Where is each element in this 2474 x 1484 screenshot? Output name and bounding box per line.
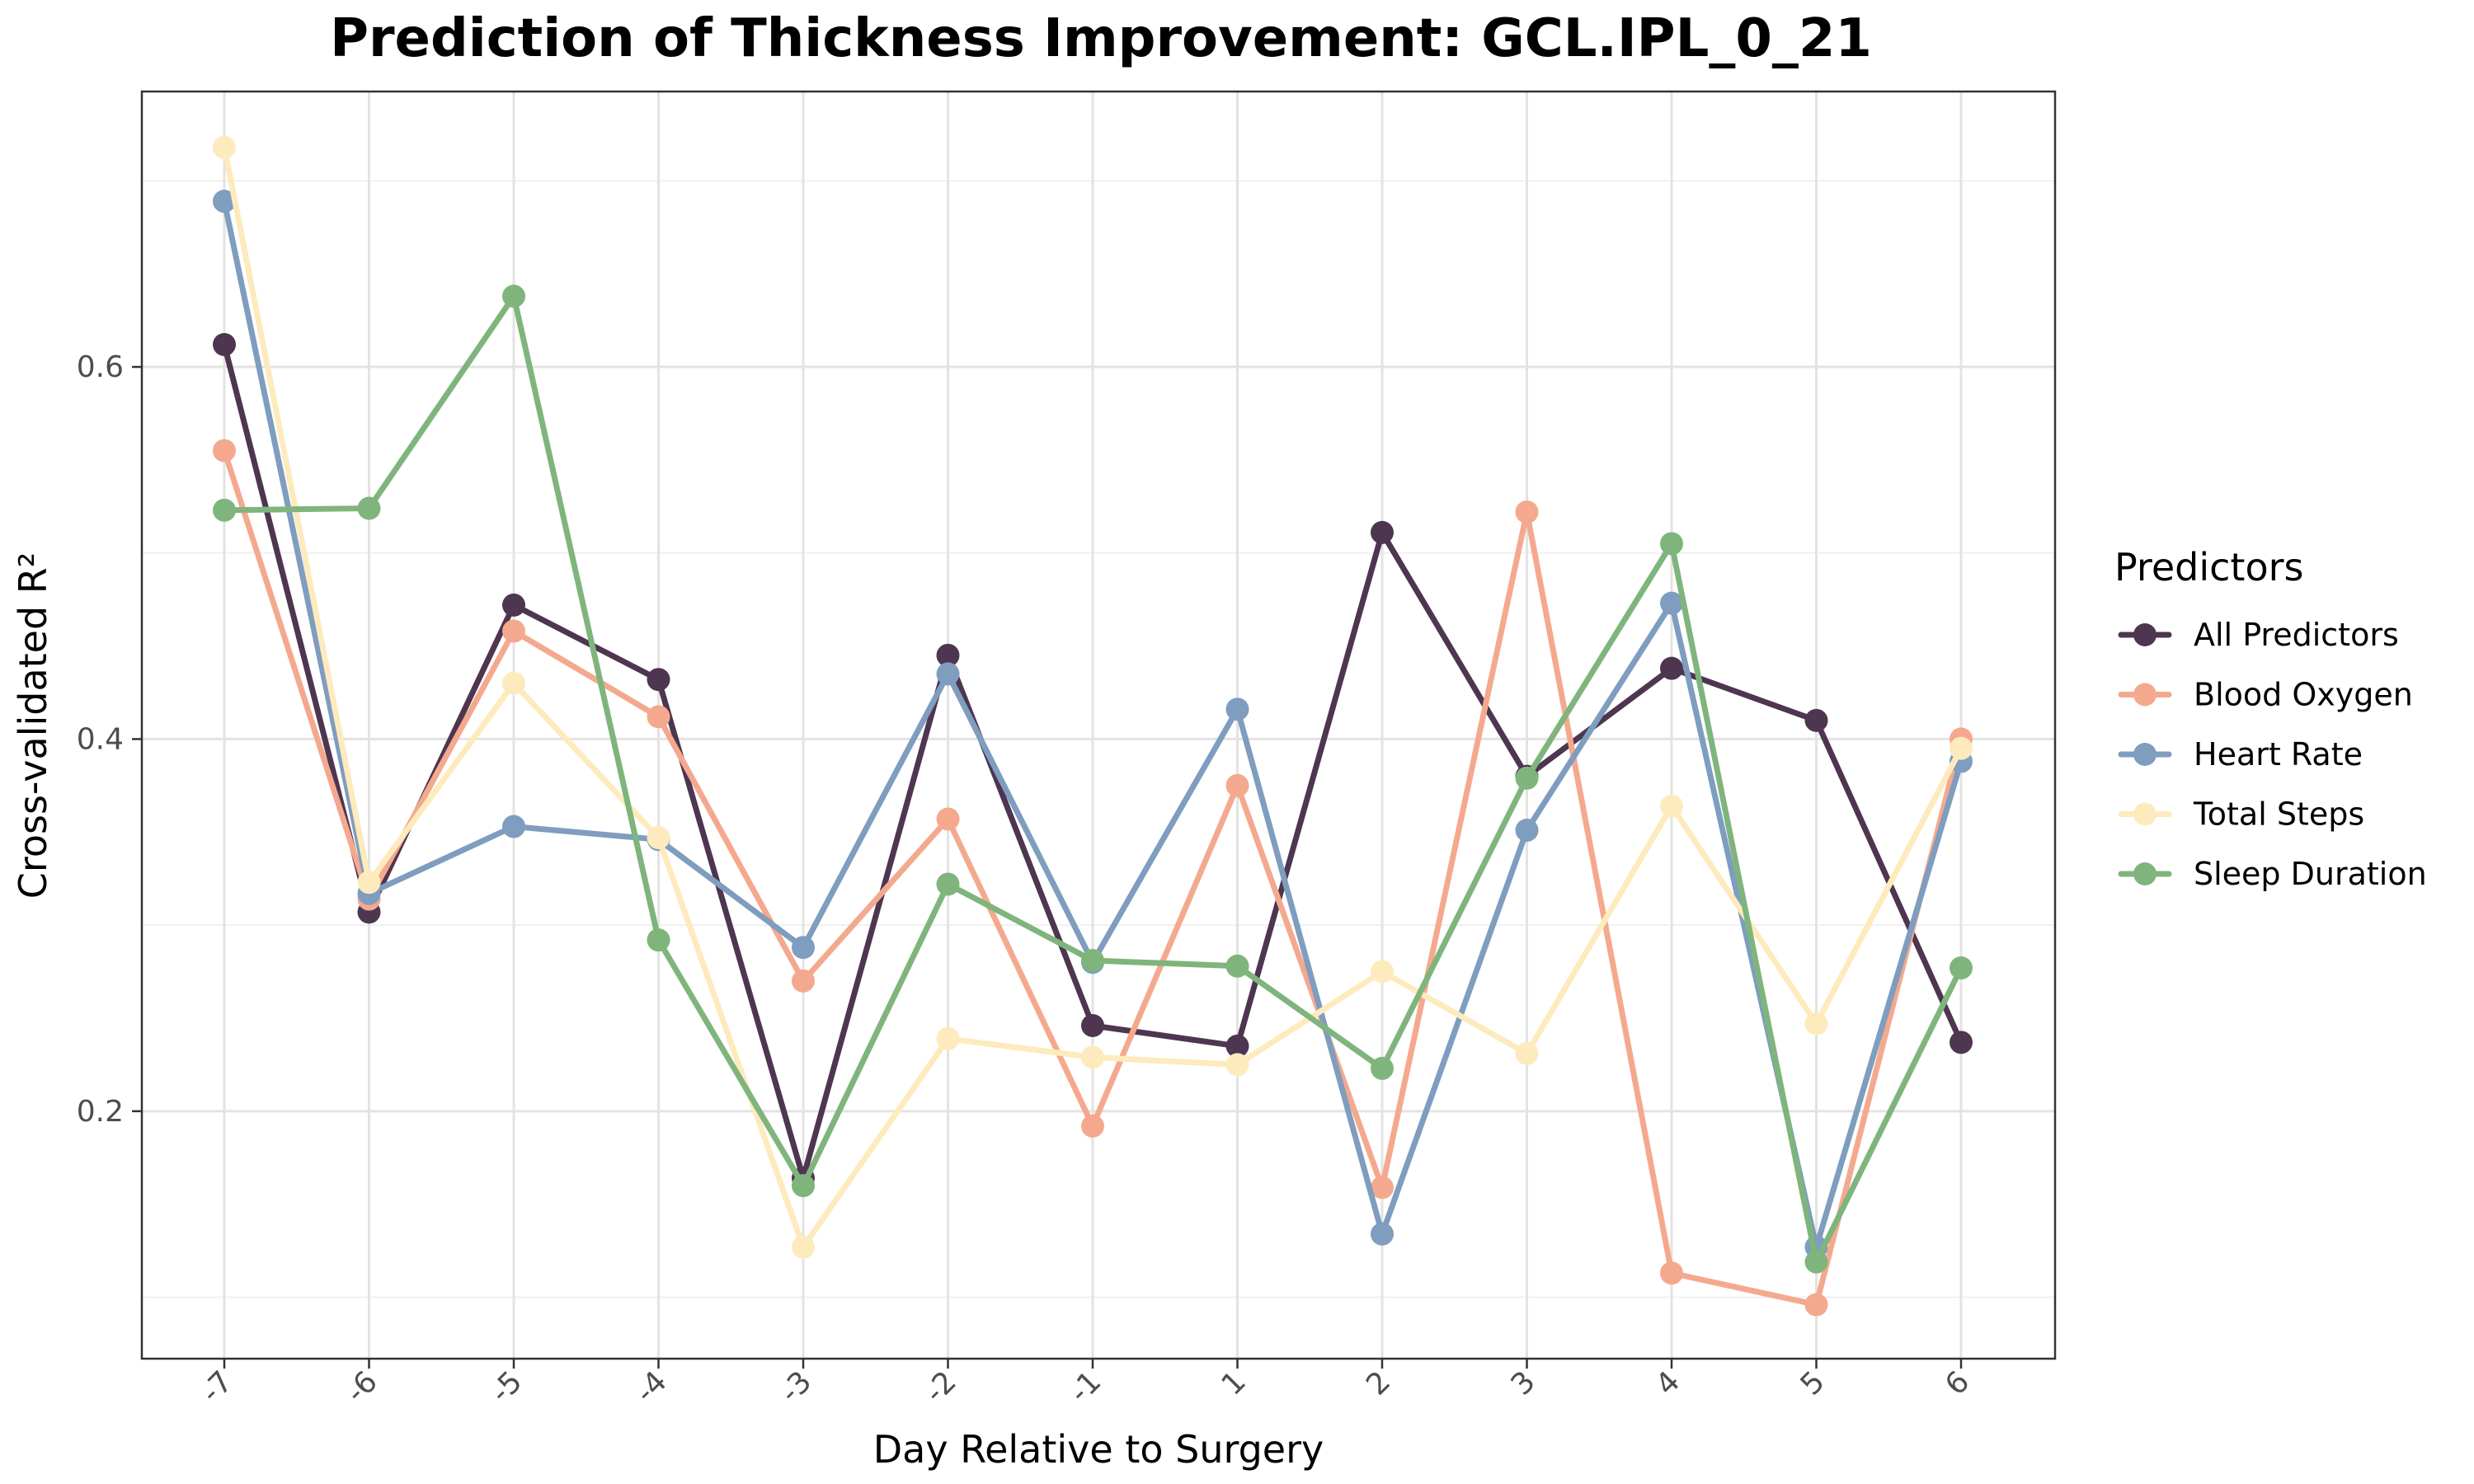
data-point-sleep-duration [1081, 949, 1104, 973]
data-point-total-steps [1371, 960, 1394, 984]
legend-marker-all-predictors [2133, 623, 2157, 646]
data-point-all-predictors [1225, 1034, 1249, 1058]
data-point-heart-rate [502, 815, 525, 838]
data-point-all-predictors [1371, 520, 1394, 544]
data-point-sleep-duration [1225, 954, 1249, 978]
data-point-sleep-duration [213, 498, 236, 522]
data-point-all-predictors [936, 643, 960, 667]
data-point-heart-rate [1660, 591, 1683, 615]
data-point-total-steps [502, 671, 525, 695]
data-point-total-steps [1804, 1012, 1828, 1036]
data-point-sleep-duration [502, 284, 525, 308]
data-point-all-predictors [1804, 708, 1828, 732]
data-point-sleep-duration [1515, 766, 1539, 790]
data-point-total-steps [1660, 794, 1683, 818]
legend-marker-blood-oxygen [2133, 683, 2157, 707]
data-point-heart-rate [792, 936, 815, 960]
data-point-total-steps [1225, 1053, 1249, 1077]
data-point-heart-rate [1371, 1222, 1394, 1246]
legend-label-sleep-duration: Sleep Duration [2194, 856, 2427, 892]
plot-panel-border [140, 90, 2057, 1360]
data-point-blood-oxygen [1371, 1176, 1394, 1200]
data-point-total-steps [213, 135, 236, 159]
data-point-sleep-duration [1804, 1250, 1828, 1274]
data-point-all-predictors [502, 593, 525, 617]
data-point-blood-oxygen [647, 705, 670, 729]
data-point-total-steps [1950, 736, 1973, 760]
legend-marker-heart-rate [2133, 743, 2157, 766]
legend-marker-sleep-duration [2133, 862, 2157, 885]
data-point-sleep-duration [1950, 956, 1973, 980]
data-point-sleep-duration [1371, 1056, 1394, 1080]
legend-label-heart-rate: Heart Rate [2194, 736, 2363, 773]
data-point-all-predictors [213, 332, 236, 356]
data-point-blood-oxygen [502, 619, 525, 643]
series-lines [213, 135, 1973, 1317]
data-point-total-steps [1081, 1045, 1104, 1069]
series-all-predictors [213, 332, 1973, 1190]
y-axis-title: Cross-validated R² [11, 552, 55, 899]
data-point-sleep-duration [1660, 532, 1683, 556]
data-point-blood-oxygen [1515, 500, 1539, 524]
series-total-steps [213, 135, 1973, 1259]
data-point-blood-oxygen [1225, 773, 1249, 797]
data-point-blood-oxygen [1660, 1261, 1683, 1285]
data-point-heart-rate [1515, 819, 1539, 843]
y-tick-label: 0.4 [77, 722, 124, 756]
legend-marker-total-steps [2133, 802, 2157, 826]
data-point-blood-oxygen [213, 439, 236, 463]
data-point-blood-oxygen [1081, 1114, 1104, 1138]
data-point-total-steps [357, 871, 381, 895]
legend-label-total-steps: Total Steps [2193, 796, 2364, 833]
x-axis-title: Day Relative to Surgery [873, 1427, 1324, 1472]
data-point-all-predictors [647, 668, 670, 692]
y-tick-label: 0.6 [77, 350, 124, 384]
legend-item-blood-oxygen: Blood Oxygen [2118, 677, 2413, 713]
legend-item-all-predictors: All Predictors [2118, 617, 2399, 653]
data-point-all-predictors [1081, 1014, 1104, 1038]
data-point-sleep-duration [357, 496, 381, 520]
series-sleep-duration [213, 284, 1973, 1274]
data-point-blood-oxygen [1804, 1293, 1828, 1317]
y-tick-label: 0.2 [77, 1095, 124, 1129]
data-point-heart-rate [213, 190, 236, 214]
data-point-blood-oxygen [936, 807, 960, 831]
data-point-all-predictors [1950, 1031, 1973, 1054]
data-point-total-steps [647, 826, 670, 850]
data-point-heart-rate [936, 662, 960, 686]
data-point-total-steps [792, 1235, 815, 1259]
data-point-all-predictors [1660, 656, 1683, 680]
data-point-heart-rate [1225, 697, 1249, 721]
legend-item-heart-rate: Heart Rate [2118, 736, 2363, 773]
legend-item-sleep-duration: Sleep Duration [2118, 856, 2427, 892]
data-point-blood-oxygen [792, 969, 815, 993]
legend-title: Predictors [2114, 545, 2303, 589]
data-point-total-steps [936, 1026, 960, 1050]
legend-label-all-predictors: All Predictors [2194, 617, 2399, 653]
data-point-sleep-duration [647, 928, 670, 952]
data-point-sleep-duration [936, 872, 960, 896]
data-point-total-steps [1515, 1041, 1539, 1065]
data-point-sleep-duration [792, 1174, 815, 1198]
legend-item-total-steps: Total Steps [2118, 796, 2364, 833]
chart-title: Prediction of Thickness Improvement: GCL… [330, 8, 1872, 69]
legend: Predictors All Predictors Blood Oxygen Hea… [2114, 545, 2427, 892]
legend-label-blood-oxygen: Blood Oxygen [2194, 677, 2413, 713]
